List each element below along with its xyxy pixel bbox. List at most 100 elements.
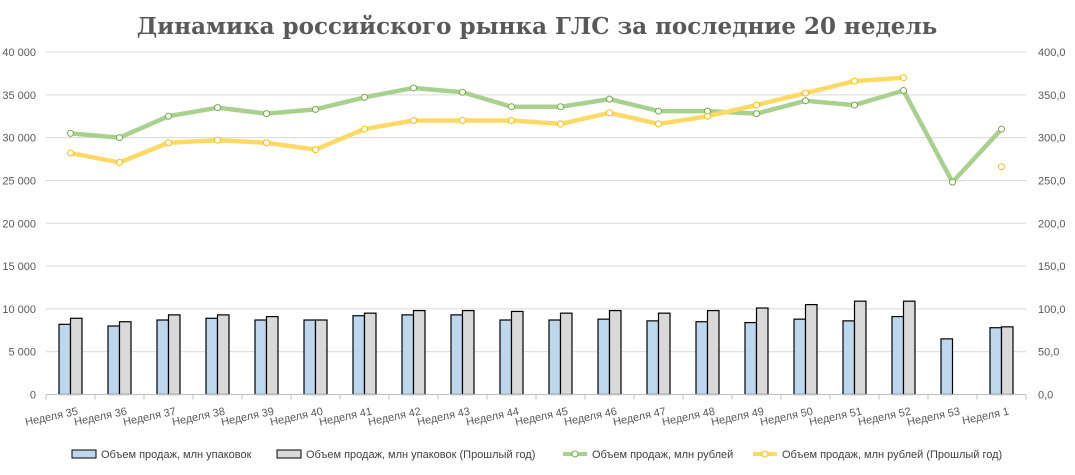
bar-packs [793, 318, 807, 396]
marker-rub [410, 84, 417, 92]
bar-packs [58, 323, 72, 396]
marker-rub-prev-year [214, 136, 221, 144]
bar-packs-prev-year [167, 314, 181, 396]
y-left-tick-label: 10 000 [2, 304, 36, 316]
legend-marker [761, 450, 769, 458]
marker-rub [606, 95, 613, 103]
marker-rub [67, 129, 74, 137]
bar-packs-prev-year [412, 309, 426, 396]
bar-packs-prev-year [804, 303, 818, 396]
marker-rub [753, 110, 760, 118]
bar-packs-prev-year [510, 310, 524, 396]
x-tick-label: Неделя 40 [269, 406, 324, 429]
y-right-tick-label: 200,0 [1038, 218, 1066, 230]
y-right-tick-label: 0,0 [1038, 390, 1053, 402]
x-tick-label: Неделя 50 [759, 406, 814, 429]
legend-label: Объем продаж, млн рублей [592, 449, 733, 461]
marker-rub [116, 134, 123, 142]
x-tick-label: Неделя 41 [318, 406, 373, 429]
marker-rub-prev-year [508, 117, 515, 124]
bar-packs [254, 319, 268, 396]
y-right-tick-label: 300,0 [1038, 133, 1066, 145]
y-right-tick-label: 250,0 [1038, 175, 1066, 187]
marker-rub [557, 103, 564, 111]
y-right-tick-label: 50,0 [1038, 347, 1059, 359]
x-tick-label: Неделя 35 [24, 406, 79, 429]
marker-rub-prev-year [361, 125, 368, 133]
x-tick-label: Неделя 36 [73, 406, 128, 429]
bar-packs-prev-year [118, 321, 132, 396]
marker-rub-prev-year [312, 146, 319, 154]
x-tick-label: Неделя 52 [857, 406, 912, 429]
y-left-tick-label: 5 000 [8, 347, 36, 359]
marker-rub [459, 88, 466, 96]
y-left-tick-label: 40 000 [2, 47, 36, 59]
bar-packs-prev-year [657, 312, 671, 396]
x-tick-label: Неделя 45 [514, 406, 569, 429]
x-tick-label: Неделя 49 [710, 406, 765, 429]
bar-packs-prev-year [755, 307, 769, 396]
y-right-tick-label: 150,0 [1038, 261, 1066, 273]
x-tick-label: Неделя 39 [220, 406, 275, 429]
marker-rub-prev-year [655, 120, 662, 128]
marker-rub-prev-year [802, 89, 809, 97]
bar-packs [205, 317, 219, 396]
y-left-tick-label: 25 000 [2, 175, 36, 187]
y-left-tick-label: 30 000 [2, 133, 36, 145]
y-right-tick-label: 400,0 [1038, 47, 1066, 59]
line-rub-prev-year [70, 75, 904, 165]
marker-rub-prev-year [851, 77, 858, 85]
x-tick-label: Неделя 47 [612, 406, 667, 429]
legend-swatch [71, 449, 97, 459]
bar-packs [646, 320, 660, 396]
bar-packs [499, 319, 513, 396]
legend-label: Объем продаж, млн упаковок (Прошлый год) [306, 449, 535, 461]
bar-packs [891, 315, 905, 396]
marker-rub [312, 105, 319, 113]
x-tick-label: Неделя 43 [416, 406, 471, 429]
marker-rub-prev-year [263, 139, 270, 147]
bar-packs-prev-year [1000, 326, 1014, 396]
bar-packs [107, 325, 121, 396]
marker-rub [508, 103, 515, 111]
bar-packs [401, 314, 415, 396]
bar-packs-prev-year [265, 315, 279, 396]
bar-packs-prev-year [314, 319, 328, 396]
bar-packs [156, 319, 170, 396]
marker-rub-prev-year [459, 117, 466, 124]
bar-packs-prev-year [559, 312, 573, 396]
marker-rub [998, 125, 1005, 133]
bar-packs-prev-year [902, 300, 916, 396]
marker-rub-prev-year [165, 139, 172, 147]
bar-packs [989, 327, 1003, 396]
bar-packs [940, 338, 954, 396]
chart-title: Динамика российского рынка ГЛС за послед… [137, 13, 938, 40]
bar-packs [548, 319, 562, 396]
y-left-tick-label: 20 000 [2, 218, 36, 230]
legend-swatch [276, 449, 302, 459]
legend-marker [571, 450, 579, 458]
marker-rub-prev-year [67, 149, 74, 157]
marker-rub-prev-year [704, 112, 711, 120]
marker-rub [361, 93, 368, 101]
marker-rub-prev-year [753, 101, 760, 109]
x-tick-label: Неделя 44 [465, 406, 520, 429]
bar-packs [597, 318, 611, 396]
bar-packs-prev-year [363, 312, 377, 396]
marker-rub-prev-year [998, 163, 1005, 171]
line-rub [70, 85, 1004, 185]
marker-rub-prev-year [410, 117, 417, 124]
marker-rub [949, 178, 956, 186]
x-tick-label: Неделя 46 [563, 406, 618, 429]
bar-packs [842, 320, 856, 396]
bar-packs-prev-year [216, 314, 230, 396]
marker-rub [851, 101, 858, 109]
marker-rub [900, 87, 907, 95]
marker-rub [263, 110, 270, 118]
bar-packs [695, 321, 709, 396]
marker-rub-prev-year [900, 74, 907, 82]
bar-packs-prev-year [69, 317, 83, 396]
legend-label: Объем продаж, млн упаковок [101, 449, 252, 461]
y-right-tick-label: 100,0 [1038, 304, 1066, 316]
x-tick-label: Неделя 38 [171, 406, 226, 429]
